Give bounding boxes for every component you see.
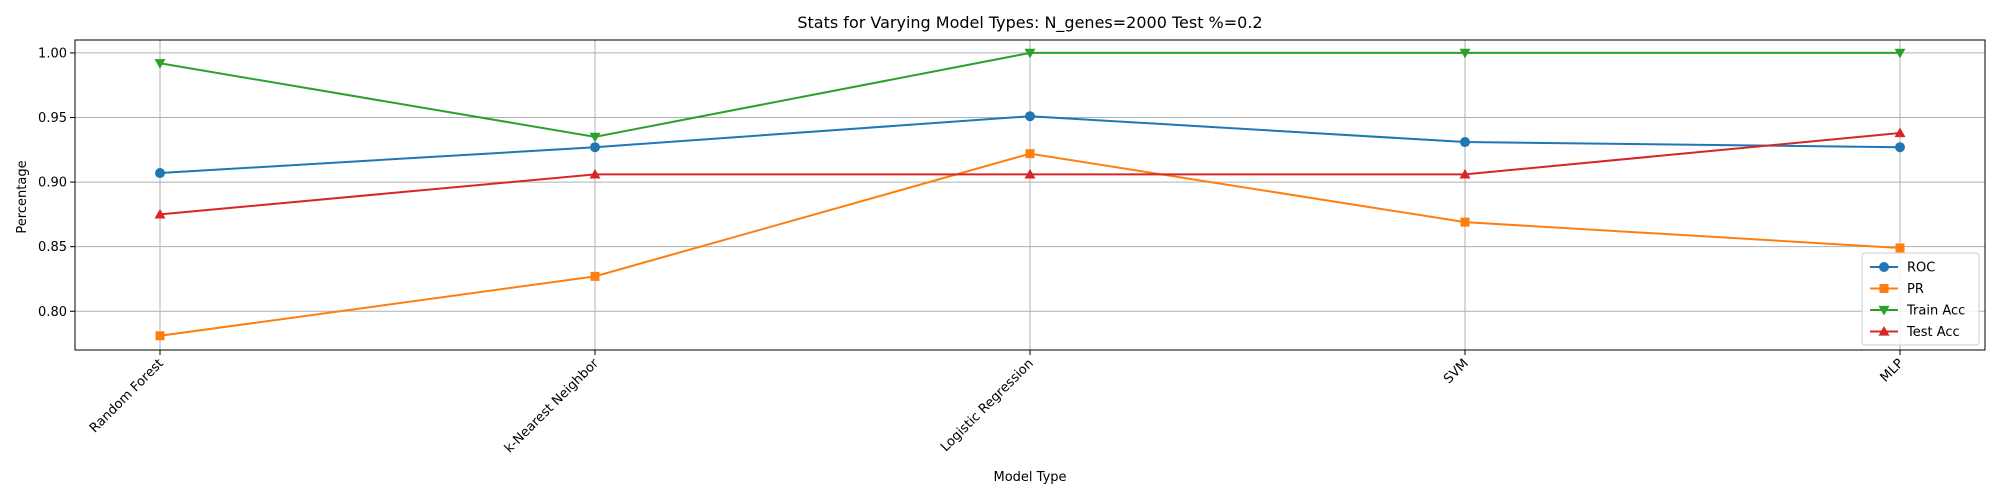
legend-marker [1878,305,1890,316]
data-point-train-acc [1459,48,1471,59]
legend-item-train-acc: Train Acc [1870,304,1965,319]
data-point-test-acc [1459,168,1471,179]
series-pr [155,149,1905,341]
data-point-train-acc [154,59,166,69]
series-roc [155,111,1905,179]
x-tick-label: Logistic Regression [938,356,1037,455]
x-axis-title: Model Type [993,470,1066,485]
data-point-test-acc [154,208,166,219]
x-tick-label: k-Nearest Neighbor [502,356,602,456]
legend-item-test-acc: Test Acc [1870,325,1960,340]
legend-label: Train Acc [1906,304,1965,319]
data-point-roc [1460,137,1470,148]
series-test-acc [154,127,1906,219]
legend-label: ROC [1907,261,1935,276]
y-tick-label: 0.85 [38,240,67,255]
series-lines [154,48,1906,341]
series-train-acc [154,48,1906,143]
data-point-pr [590,271,600,281]
y-tick-label: 1.00 [38,46,67,61]
data-point-pr [155,331,165,341]
legend-label: Test Acc [1906,325,1960,340]
x-tick-label: SVM [1441,356,1472,387]
data-point-pr [1460,217,1470,227]
y-axis-title: Percentage [15,160,30,233]
chart-title: Stats for Varying Model Types: N_genes=2… [797,13,1262,33]
data-point-roc [1025,111,1035,122]
y-tick-label: 0.80 [38,305,67,320]
legend: ROC PR Train Acc Test Acc [1861,252,1980,346]
y-tick-label: 0.95 [38,111,67,126]
data-point-train-acc [1024,48,1036,59]
data-point-test-acc [1894,127,1906,138]
data-point-test-acc [589,168,601,179]
data-point-pr [1025,149,1035,159]
legend-item-pr: PR [1870,282,1924,297]
x-tick-label: Random Forest [87,356,167,436]
x-tick-label: MLP [1878,356,1907,385]
legend-marker [1879,284,1889,293]
legend-item-roc: ROC [1870,261,1935,276]
legend-marker [1879,262,1889,272]
legend-label: PR [1907,282,1924,297]
data-point-roc [155,168,165,179]
legend-marker [1878,326,1890,336]
data-point-pr [1895,243,1905,253]
data-point-roc [590,142,600,153]
data-point-roc [1895,142,1905,153]
legend-box [1861,252,1980,346]
data-point-train-acc [1894,48,1906,59]
axes: Random Forest k-Nearest Neighbor Logistic … [38,46,1907,456]
data-point-test-acc [1024,168,1036,179]
data-point-train-acc [589,132,601,143]
y-tick-label: 0.90 [38,176,67,191]
